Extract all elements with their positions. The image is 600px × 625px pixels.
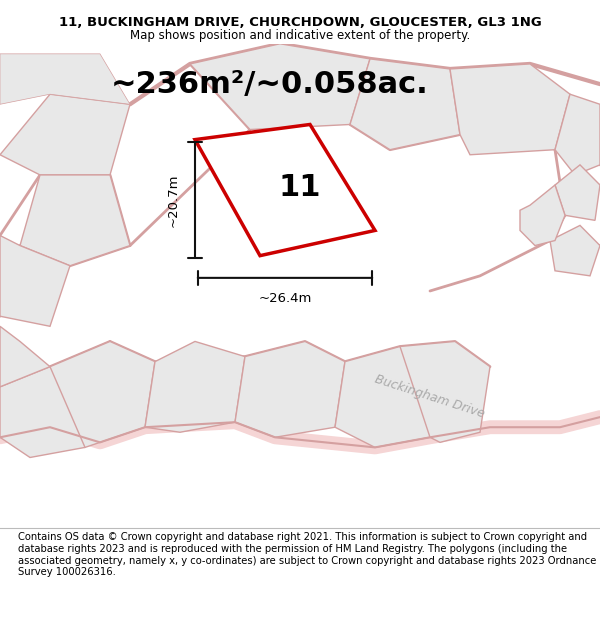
Polygon shape	[20, 175, 130, 266]
Polygon shape	[555, 165, 600, 221]
Polygon shape	[0, 94, 130, 175]
Polygon shape	[350, 59, 460, 150]
Polygon shape	[520, 185, 565, 246]
Polygon shape	[450, 64, 570, 155]
Text: Buckingham Drive: Buckingham Drive	[373, 373, 487, 421]
Text: Contains OS data © Crown copyright and database right 2021. This information is : Contains OS data © Crown copyright and d…	[18, 532, 596, 578]
Polygon shape	[235, 341, 345, 437]
Polygon shape	[145, 341, 245, 432]
Polygon shape	[550, 226, 600, 276]
Polygon shape	[195, 124, 375, 256]
Polygon shape	[0, 367, 100, 458]
Text: 11, BUCKINGHAM DRIVE, CHURCHDOWN, GLOUCESTER, GL3 1NG: 11, BUCKINGHAM DRIVE, CHURCHDOWN, GLOUCE…	[59, 16, 541, 29]
Text: 11: 11	[279, 173, 321, 202]
Polygon shape	[50, 341, 155, 447]
Polygon shape	[335, 346, 440, 448]
Text: ~26.4m: ~26.4m	[259, 291, 311, 304]
Text: ~20.7m: ~20.7m	[167, 173, 179, 227]
Polygon shape	[0, 236, 70, 326]
Text: ~236m²/~0.058ac.: ~236m²/~0.058ac.	[111, 69, 429, 99]
Polygon shape	[190, 44, 370, 129]
Text: Map shows position and indicative extent of the property.: Map shows position and indicative extent…	[130, 29, 470, 42]
Polygon shape	[400, 341, 490, 442]
Polygon shape	[0, 326, 50, 387]
Polygon shape	[0, 54, 130, 104]
Polygon shape	[555, 94, 600, 175]
